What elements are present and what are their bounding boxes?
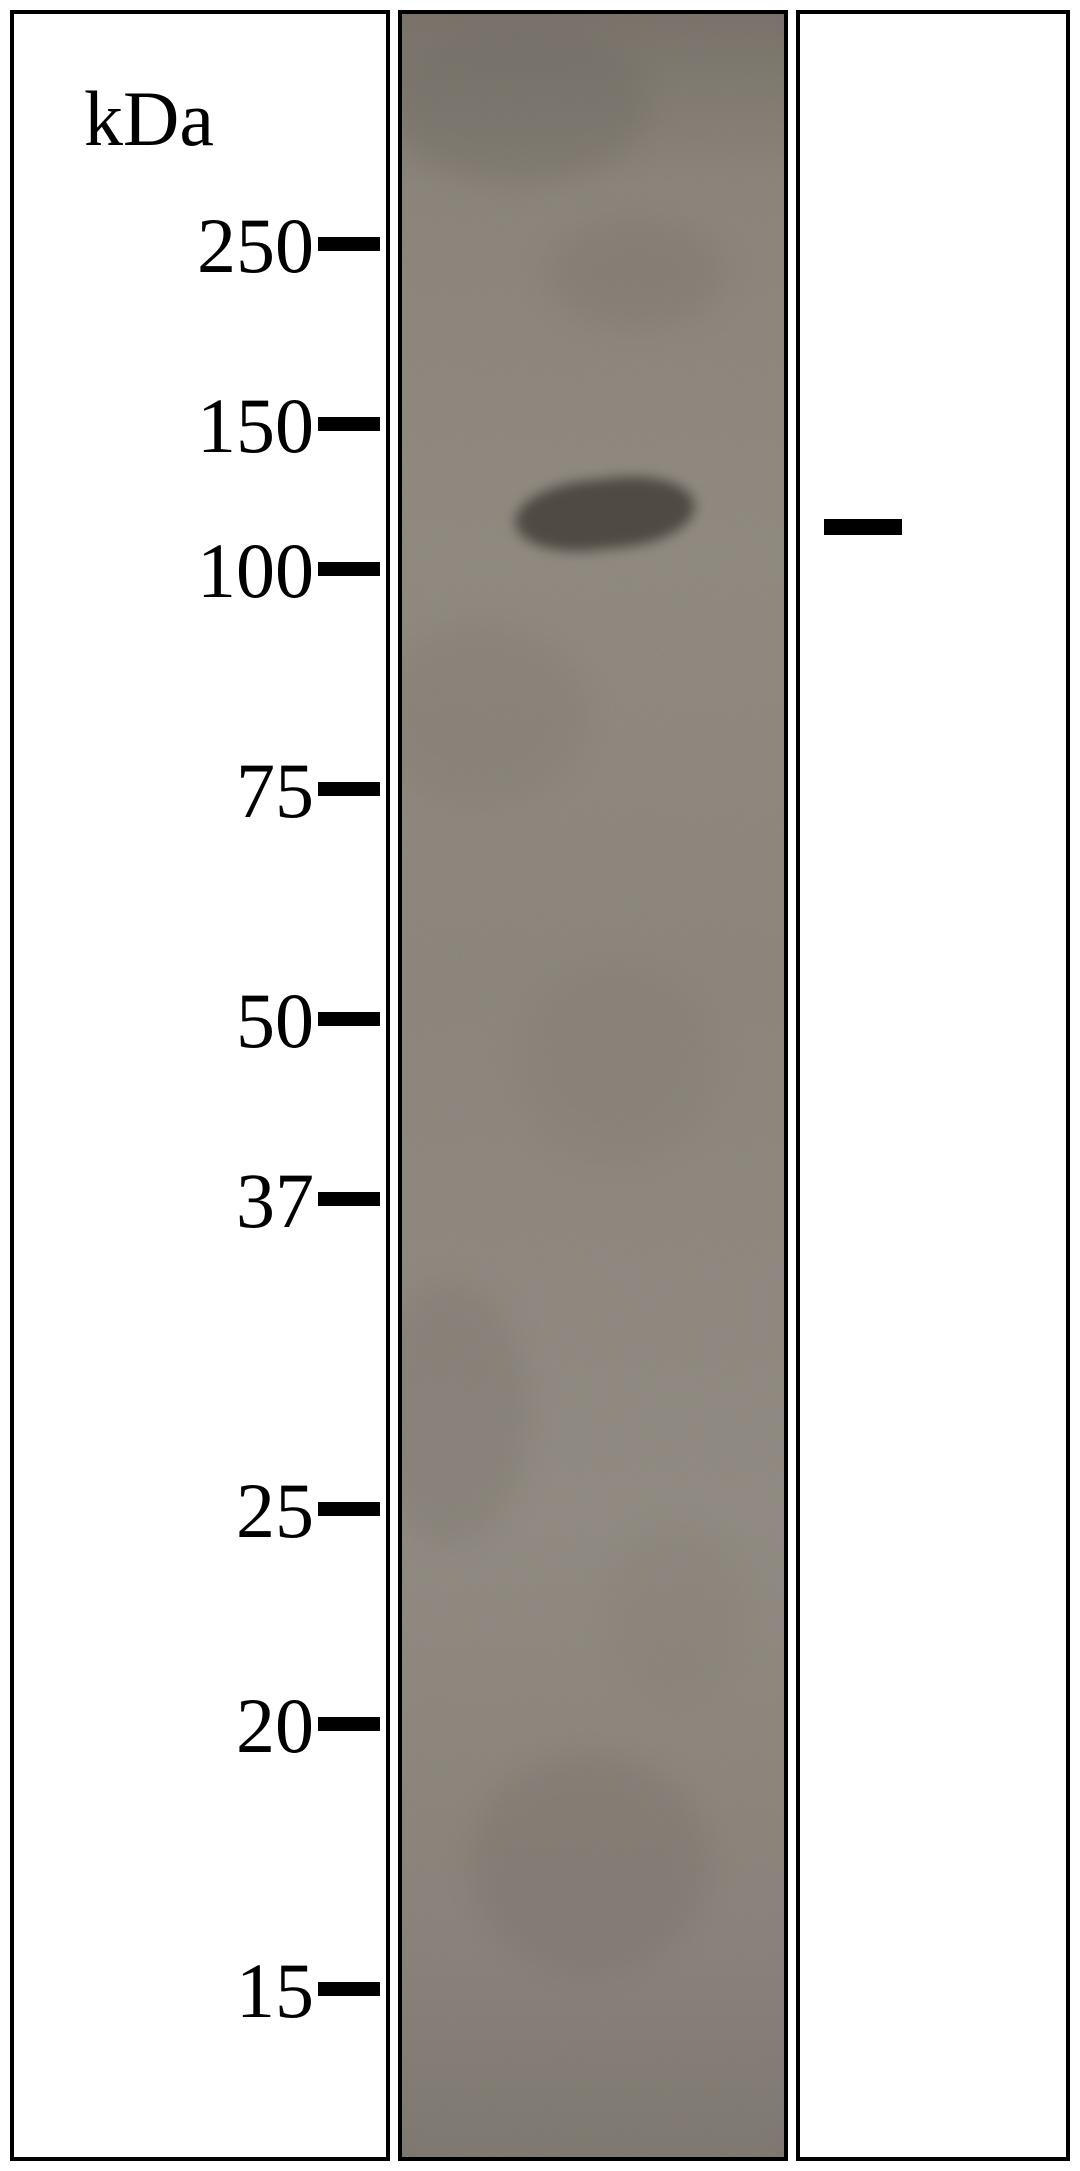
mw-tick-20 [318, 1717, 380, 1731]
blot-lane [398, 10, 788, 2161]
mw-tick-15 [318, 1982, 380, 1996]
mw-tick-250 [318, 237, 380, 251]
mw-label-25: 25 [236, 1466, 314, 1556]
left-panel: kDa 250 150 100 75 50 37 25 20 15 [10, 10, 390, 2161]
band-indicator-tick [824, 519, 902, 535]
mw-label-15: 15 [236, 1946, 314, 2036]
mw-label-150: 150 [197, 381, 314, 471]
smudge-0 [398, 24, 649, 184]
right-panel [796, 10, 1070, 2161]
mw-label-20: 20 [236, 1681, 314, 1771]
smudge-3 [517, 964, 717, 1164]
mw-tick-25 [318, 1502, 380, 1516]
smudge-6 [605, 1524, 745, 1704]
smudge-5 [469, 1754, 709, 1974]
mw-label-250: 250 [197, 201, 314, 291]
mw-tick-150 [318, 417, 380, 431]
mw-label-37: 37 [236, 1156, 314, 1246]
kda-unit-label: kDa [84, 74, 214, 164]
mw-tick-50 [318, 1012, 380, 1026]
mw-tick-37 [318, 1192, 380, 1206]
smudge-1 [546, 219, 726, 329]
mw-tick-100 [318, 562, 380, 576]
mw-label-75: 75 [236, 746, 314, 836]
mw-label-50: 50 [236, 976, 314, 1066]
mw-tick-75 [318, 782, 380, 796]
mw-label-100: 100 [197, 526, 314, 616]
